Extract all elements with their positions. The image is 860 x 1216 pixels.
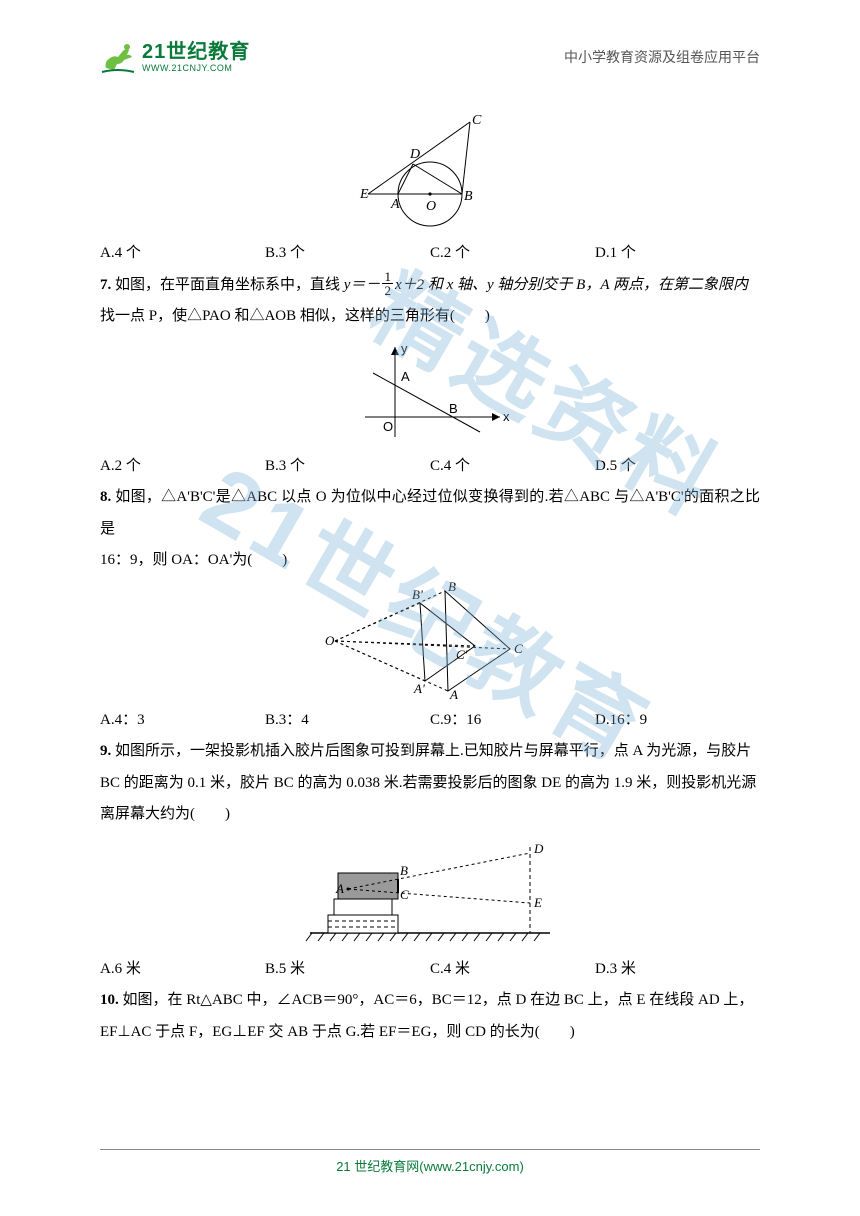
- label-C: C: [400, 887, 409, 902]
- label-C: C: [472, 114, 482, 128]
- label-A: A: [401, 369, 410, 384]
- q9-t1: 如图所示，一架投影机插入胶片后图象可投到屏幕上.已知胶片与屏幕平行，点 A 为光…: [115, 743, 751, 759]
- page-content: C D E A O B A.4 个 B.3 个 C.2 个 D.1 个 7. 如…: [100, 110, 760, 1126]
- q8-opt-c: C.9：16: [430, 705, 595, 737]
- q8-opt-a: A.4：3: [100, 705, 265, 737]
- label-B: B: [449, 401, 458, 416]
- q7-text2: 找一点 P，使△PAO 和△AOB 相似，这样的三角形有( ): [100, 301, 760, 333]
- q9-opt-b: B.5 米: [265, 954, 430, 986]
- q7-figure: y A O B x: [100, 337, 760, 447]
- q7-eq-prefix: y＝－: [344, 277, 381, 293]
- q6-opt-d: D.1 个: [595, 238, 760, 270]
- q6-figure: C D E A O B: [100, 114, 760, 234]
- q8-figure: O B' B C' C A' A: [100, 581, 760, 701]
- q7-opt-a: A.2 个: [100, 451, 265, 483]
- label-C: C: [514, 641, 523, 656]
- q8-number: 8.: [100, 489, 111, 505]
- q7-text: 7. 如图，在平面直角坐标系中，直线 y＝－12x＋2 和 x 轴、y 轴分别交…: [100, 270, 760, 302]
- runner-icon: [100, 40, 136, 74]
- q7-options: A.2 个 B.3 个 C.4 个 D.5 个: [100, 451, 760, 483]
- q9-line1: 9. 如图所示，一架投影机插入胶片后图象可投到屏幕上.已知胶片与屏幕平行，点 A…: [100, 736, 760, 768]
- label-O: O: [426, 199, 436, 214]
- q10-line1: 10. 如图，在 Rt△ABC 中，∠ACB＝90°，AC＝6，BC＝12，点 …: [100, 985, 760, 1017]
- label-B: B: [448, 581, 456, 594]
- q9-options: A.6 米 B.5 米 C.4 米 D.3 米: [100, 954, 760, 986]
- label-x: x: [503, 409, 510, 424]
- q7-opt-b: B.3 个: [265, 451, 430, 483]
- q9-figure: A B C D E: [100, 835, 760, 950]
- q9-line2: BC 的距离为 0.1 米，胶片 BC 的高为 0.038 米.若需要投影后的图…: [100, 768, 760, 800]
- page-footer: 21 世纪教育网(www.21cnjy.com): [0, 1149, 860, 1176]
- q10-line2: EF⊥AC 于点 F，EG⊥EF 交 AB 于点 G.若 EF＝EG，则 CD …: [100, 1017, 760, 1049]
- q7-fraction: 12: [382, 270, 393, 297]
- q7-frac-num: 1: [382, 270, 393, 284]
- header-right-text: 中小学教育资源及组卷应用平台: [564, 47, 760, 67]
- q8-line1: 8. 如图，△A'B'C'是△ABC 以点 O 为位似中心经过位似变换得到的.若…: [100, 482, 760, 545]
- q7-number: 7.: [100, 277, 111, 293]
- page-header: 21世纪教育 WWW.21CNJY.COM 中小学教育资源及组卷应用平台: [0, 0, 860, 86]
- q9-number: 9.: [100, 743, 111, 759]
- label-D: D: [533, 841, 544, 856]
- logo-text: 21世纪教育 WWW.21CNJY.COM: [142, 42, 250, 73]
- logo: 21世纪教育 WWW.21CNJY.COM: [100, 40, 250, 74]
- q8-t1: 如图，△A'B'C'是△ABC 以点 O 为位似中心经过位似变换得到的.若△AB…: [100, 489, 760, 537]
- q10-t1: 如图，在 Rt△ABC 中，∠ACB＝90°，AC＝6，BC＝12，点 D 在边…: [123, 992, 754, 1008]
- footer-divider: 21 世纪教育网(www.21cnjy.com): [100, 1149, 760, 1176]
- label-E: E: [359, 187, 369, 202]
- label-E: E: [533, 895, 542, 910]
- q8-opt-b: B.3：4: [265, 705, 430, 737]
- q9-opt-c: C.4 米: [430, 954, 595, 986]
- label-Bp: B': [412, 587, 423, 602]
- q6-opt-c: C.2 个: [430, 238, 595, 270]
- q7-t1: 如图，在平面直角坐标系中，直线: [115, 277, 344, 293]
- label-Cp: C': [456, 647, 468, 662]
- logo-title: 21世纪教育: [142, 42, 250, 62]
- label-A: A: [449, 687, 458, 701]
- label-D: D: [409, 147, 420, 162]
- q7-opt-c: C.4 个: [430, 451, 595, 483]
- q6-opt-b: B.3 个: [265, 238, 430, 270]
- q6-opt-a: A.4 个: [100, 238, 265, 270]
- label-Ap: A': [413, 681, 425, 696]
- q8-opt-d: D.16：9: [595, 705, 760, 737]
- footer-brand: 21 世纪教育网: [336, 1159, 419, 1174]
- label-B: B: [400, 863, 408, 878]
- label-A: A: [335, 881, 344, 896]
- q7-frac-den: 2: [382, 284, 393, 297]
- q8-line2: 16：9，则 OA：OA'为( ): [100, 545, 760, 577]
- label-B: B: [464, 189, 473, 204]
- q10-number: 10.: [100, 992, 119, 1008]
- label-A: A: [390, 197, 400, 212]
- label-O: O: [383, 419, 393, 434]
- q8-options: A.4：3 B.3：4 C.9：16 D.16：9: [100, 705, 760, 737]
- label-y: y: [401, 341, 408, 356]
- q7-opt-d: D.5 个: [595, 451, 760, 483]
- logo-url: WWW.21CNJY.COM: [142, 64, 250, 73]
- q9-line3: 离屏幕大约为( ): [100, 799, 760, 831]
- q6-options: A.4 个 B.3 个 C.2 个 D.1 个: [100, 238, 760, 270]
- footer-url: (www.21cnjy.com): [419, 1159, 524, 1174]
- q9-opt-a: A.6 米: [100, 954, 265, 986]
- q9-opt-d: D.3 米: [595, 954, 760, 986]
- q7-eq-suffix: x＋2 和 x 轴、y 轴分别交于 B，A 两点，在第二象限内: [395, 277, 748, 293]
- label-O: O: [325, 633, 335, 648]
